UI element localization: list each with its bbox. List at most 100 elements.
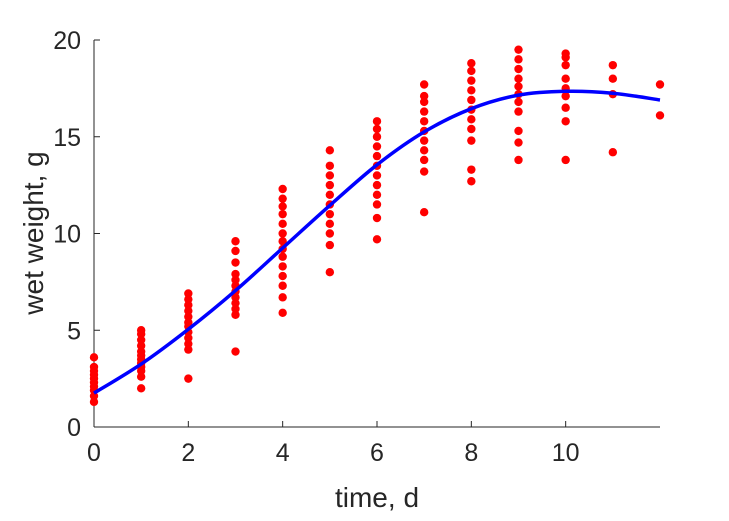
data-point	[514, 126, 523, 136]
data-point	[655, 111, 665, 120]
data-point	[278, 252, 287, 261]
data-point	[278, 271, 287, 281]
data-point	[89, 362, 99, 372]
data-point	[561, 91, 570, 101]
data-point	[467, 66, 476, 76]
data-point	[278, 237, 287, 246]
data-point	[467, 86, 476, 95]
data-point	[467, 76, 476, 85]
data-point	[608, 60, 618, 70]
data-point	[231, 293, 240, 302]
data-point	[231, 347, 240, 356]
data-point	[372, 213, 382, 223]
data-point	[467, 59, 476, 68]
data-point	[514, 97, 523, 107]
data-point	[419, 167, 429, 176]
data-point	[184, 318, 193, 327]
plot-area: 0 2 4 6 8 10 0 5 10 15 20	[53, 27, 665, 467]
data-point	[231, 298, 240, 308]
data-point	[278, 184, 287, 194]
data-point	[419, 155, 429, 165]
data-point	[231, 246, 240, 256]
data-point	[184, 300, 193, 310]
data-point	[231, 269, 240, 279]
data-point	[561, 60, 570, 70]
data-point	[372, 190, 382, 199]
data-point	[467, 136, 476, 145]
data-point	[278, 202, 287, 211]
data-point	[372, 180, 382, 190]
data-point	[136, 335, 146, 345]
data-point	[136, 347, 146, 356]
data-point	[419, 146, 429, 155]
data-point	[372, 235, 382, 244]
data-point	[278, 308, 287, 318]
x-tick-label: 6	[370, 439, 384, 467]
data-point	[325, 219, 335, 229]
data-point	[561, 117, 570, 126]
data-point	[419, 97, 429, 107]
data-point	[467, 177, 476, 186]
data-point	[561, 155, 570, 165]
data-point	[231, 237, 240, 246]
data-point	[514, 155, 523, 165]
data-point	[325, 171, 335, 180]
data-point	[514, 74, 523, 83]
data-point	[514, 55, 523, 64]
data-point	[514, 107, 523, 116]
data-point	[419, 136, 429, 145]
data-point	[184, 374, 193, 383]
x-ticks: 0 2 4 6 8 10	[87, 421, 580, 467]
data-point	[325, 268, 335, 277]
data-point	[467, 115, 476, 124]
y-tick-label: 0	[67, 414, 81, 442]
data-point	[184, 333, 193, 343]
data-point	[231, 258, 240, 267]
data-point	[372, 132, 382, 141]
y-tick-label: 5	[67, 317, 81, 345]
data-points	[89, 45, 665, 407]
data-point	[655, 80, 665, 89]
data-point	[419, 91, 429, 101]
data-point	[184, 339, 193, 348]
data-point	[184, 295, 193, 304]
data-point	[89, 353, 99, 362]
data-point	[561, 74, 570, 83]
data-point	[325, 161, 335, 170]
x-tick-label: 2	[181, 439, 195, 467]
data-point	[608, 148, 618, 157]
data-point	[561, 103, 570, 112]
data-point	[514, 82, 523, 91]
data-point	[325, 146, 335, 155]
data-point	[184, 306, 193, 316]
data-point	[278, 219, 287, 229]
data-point	[372, 200, 382, 209]
data-point	[372, 124, 382, 134]
fit-curve	[93, 89, 661, 395]
data-point	[372, 151, 382, 161]
y-tick-label: 15	[53, 124, 81, 152]
data-point	[278, 262, 287, 271]
data-point	[278, 209, 287, 219]
data-point	[184, 289, 193, 298]
data-point	[561, 49, 570, 58]
data-point	[467, 124, 476, 134]
data-point	[184, 312, 193, 321]
data-point	[136, 384, 146, 393]
data-point	[514, 138, 523, 147]
data-point	[184, 345, 193, 354]
data-point	[136, 326, 146, 335]
x-tick-label: 8	[464, 439, 478, 467]
data-point	[136, 341, 146, 350]
data-point	[419, 80, 429, 89]
data-point	[608, 74, 618, 83]
data-point	[467, 165, 476, 174]
x-tick-label: 10	[552, 439, 580, 467]
data-point	[372, 117, 382, 126]
data-point	[419, 208, 429, 217]
data-point	[231, 304, 240, 314]
data-point	[89, 397, 99, 407]
x-tick-label: 0	[87, 439, 101, 467]
data-point	[278, 194, 287, 203]
